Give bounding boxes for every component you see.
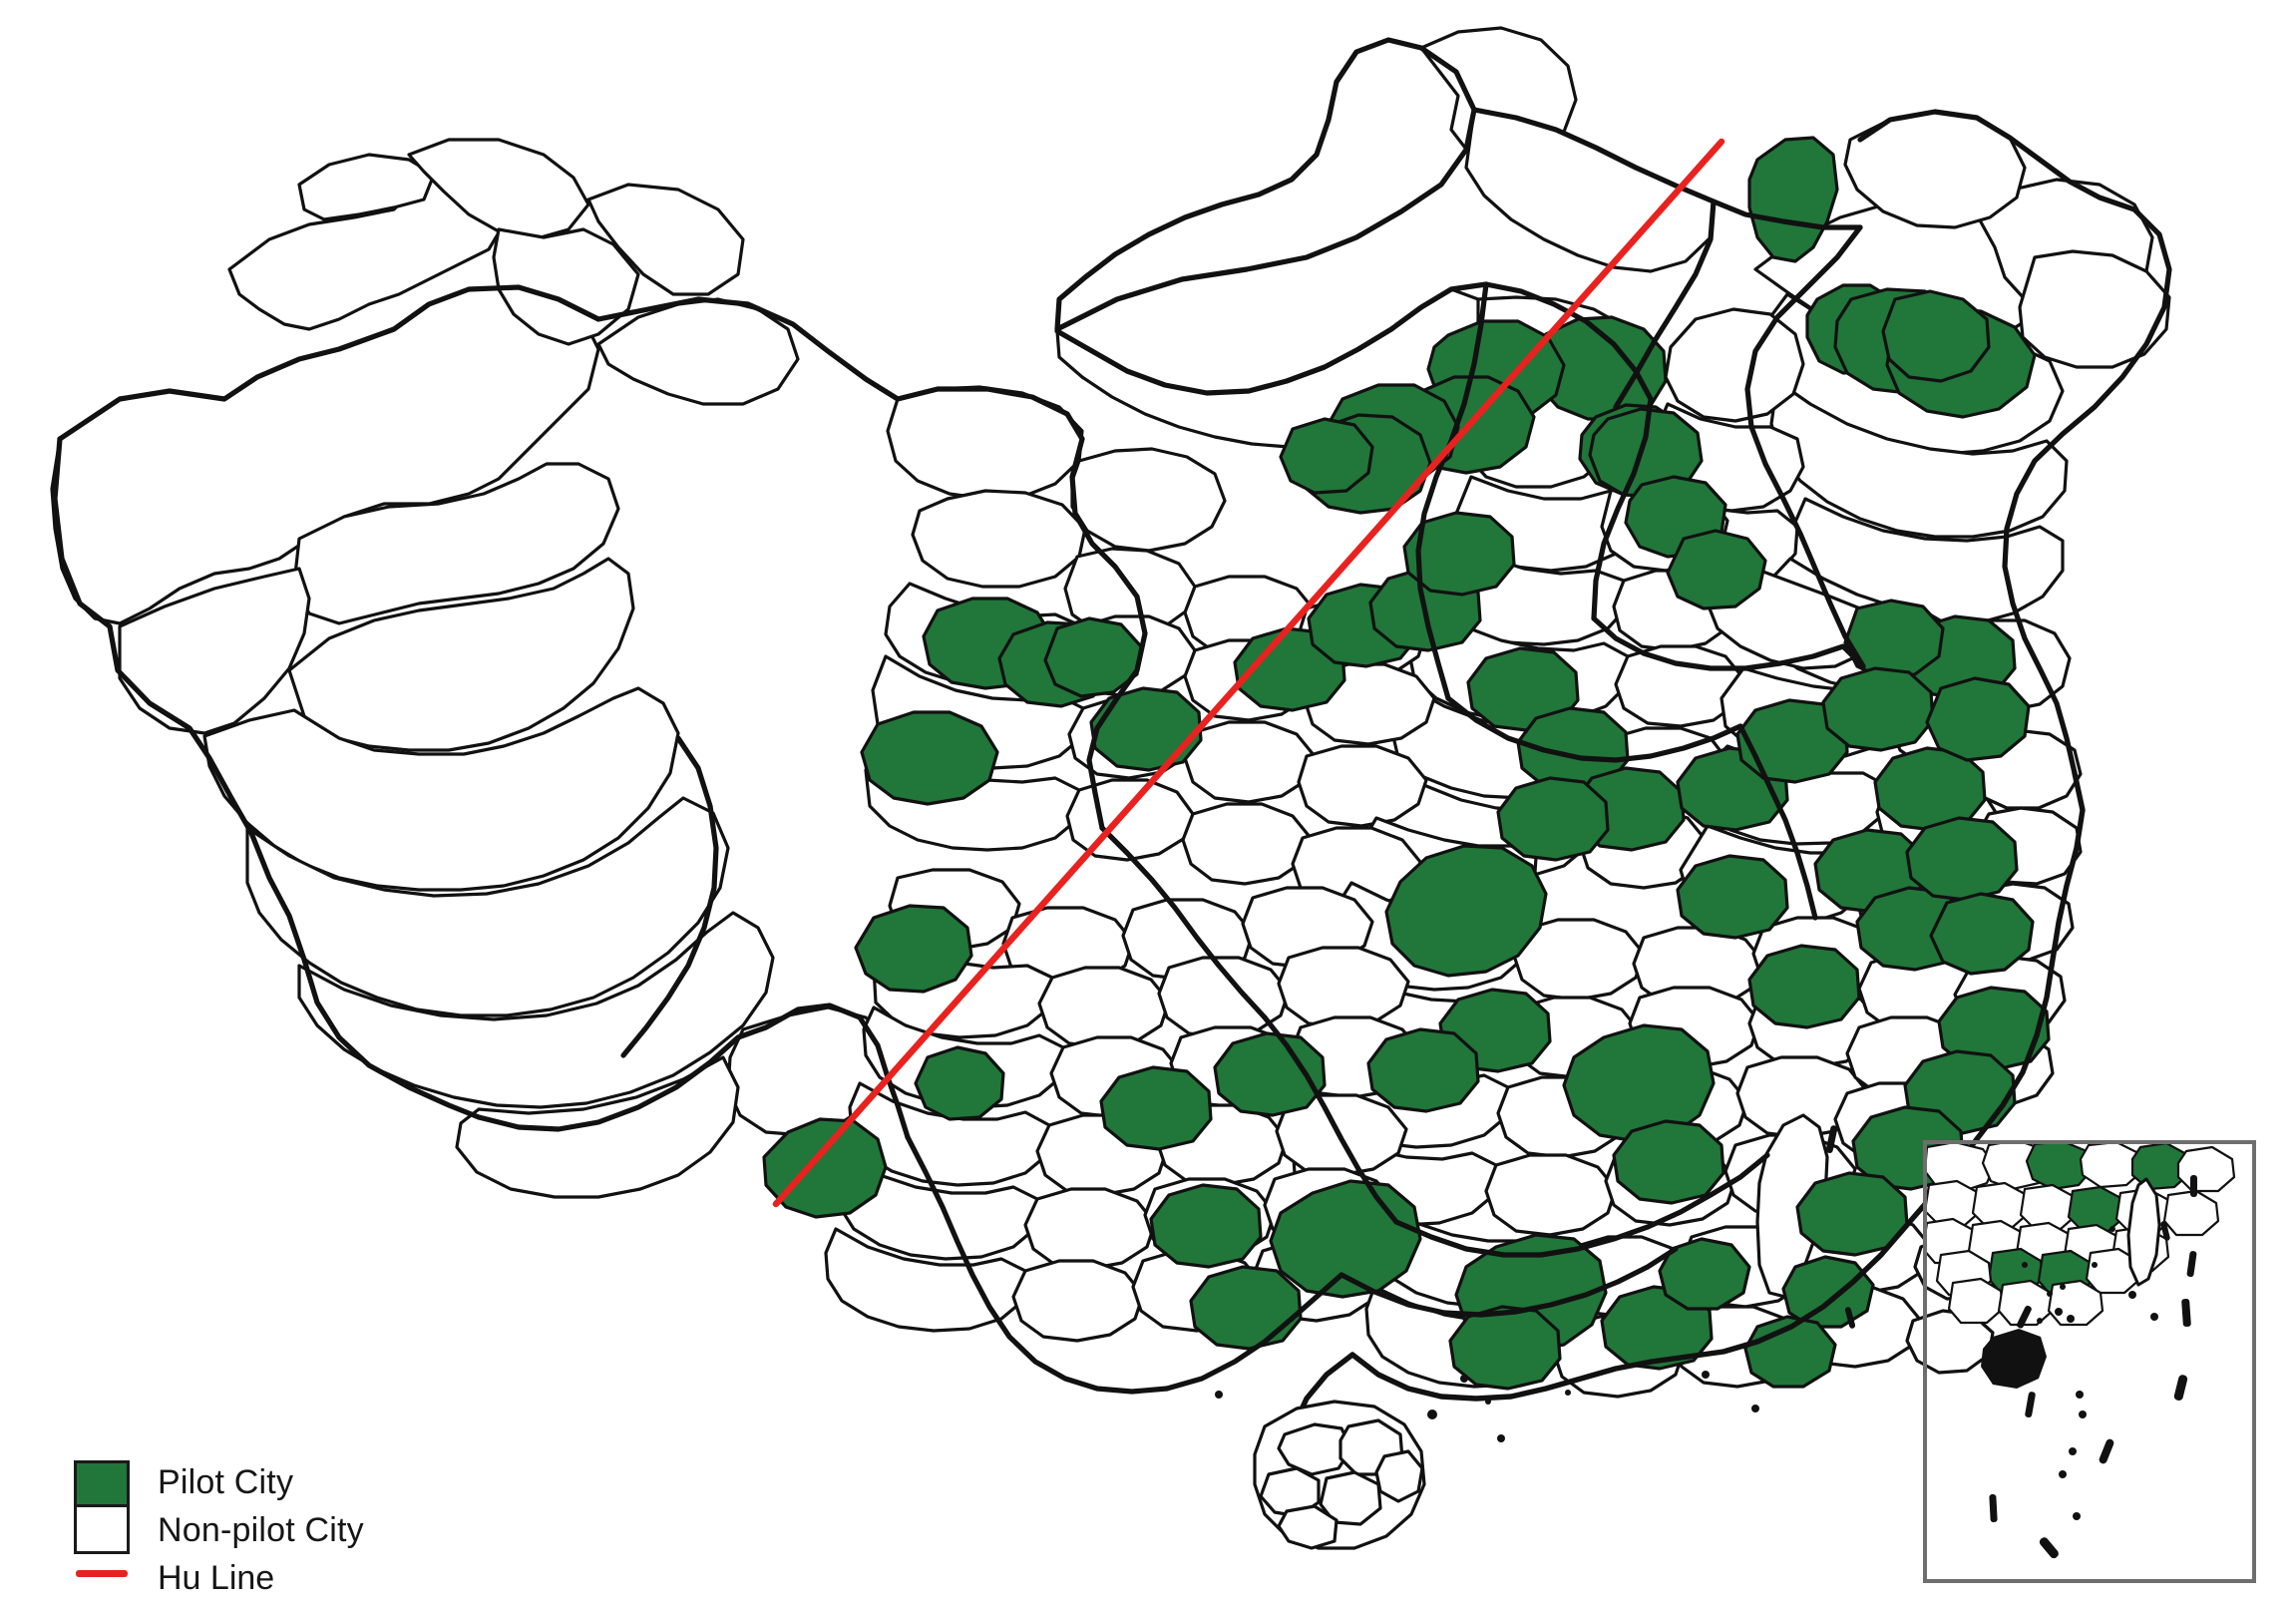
pilot-regions-layer bbox=[762, 136, 2051, 1391]
south-china-sea-inset bbox=[1923, 1140, 2256, 1583]
hu-line bbox=[772, 138, 1725, 1208]
hainan-island bbox=[1253, 1400, 1426, 1550]
inset-islet-markers bbox=[1989, 1175, 2197, 1559]
sea-islets-layer bbox=[1215, 1125, 1856, 1442]
province-borders-layer bbox=[52, 37, 2172, 1395]
inset-coastal-regions bbox=[1927, 1144, 2236, 1389]
